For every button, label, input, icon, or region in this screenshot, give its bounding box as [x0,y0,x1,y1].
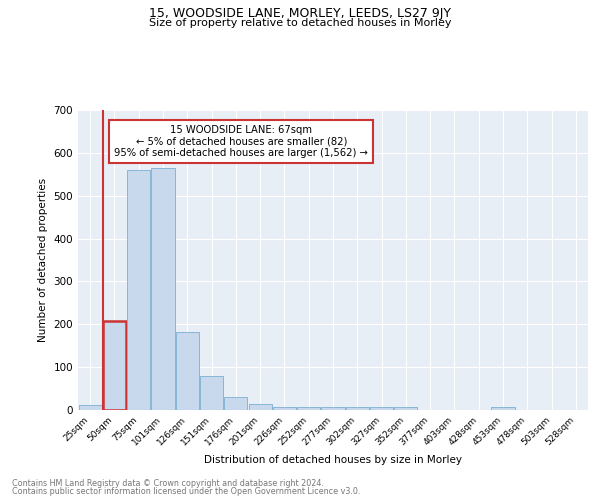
Text: Size of property relative to detached houses in Morley: Size of property relative to detached ho… [149,18,451,28]
Text: 15, WOODSIDE LANE, MORLEY, LEEDS, LS27 9JY: 15, WOODSIDE LANE, MORLEY, LEEDS, LS27 9… [149,8,451,20]
Y-axis label: Number of detached properties: Number of detached properties [38,178,48,342]
Bar [248,404,272,410]
Text: 15 WOODSIDE LANE: 67sqm
← 5% of detached houses are smaller (82)
95% of semi-det: 15 WOODSIDE LANE: 67sqm ← 5% of detached… [114,125,368,158]
Bar [346,406,369,410]
Text: Contains public sector information licensed under the Open Government Licence v3: Contains public sector information licen… [12,487,361,496]
Bar [103,322,126,410]
Bar [394,407,418,410]
Text: Contains HM Land Registry data © Crown copyright and database right 2024.: Contains HM Land Registry data © Crown c… [12,478,324,488]
Bar [273,406,296,410]
Bar [370,407,393,410]
Bar [151,168,175,410]
Bar [127,170,150,410]
Bar [176,332,199,410]
Bar [322,406,344,410]
Bar [491,406,515,410]
Bar [297,406,320,410]
Bar [224,397,247,410]
Bar [200,376,223,410]
Bar [79,405,101,410]
X-axis label: Distribution of detached houses by size in Morley: Distribution of detached houses by size … [204,456,462,466]
